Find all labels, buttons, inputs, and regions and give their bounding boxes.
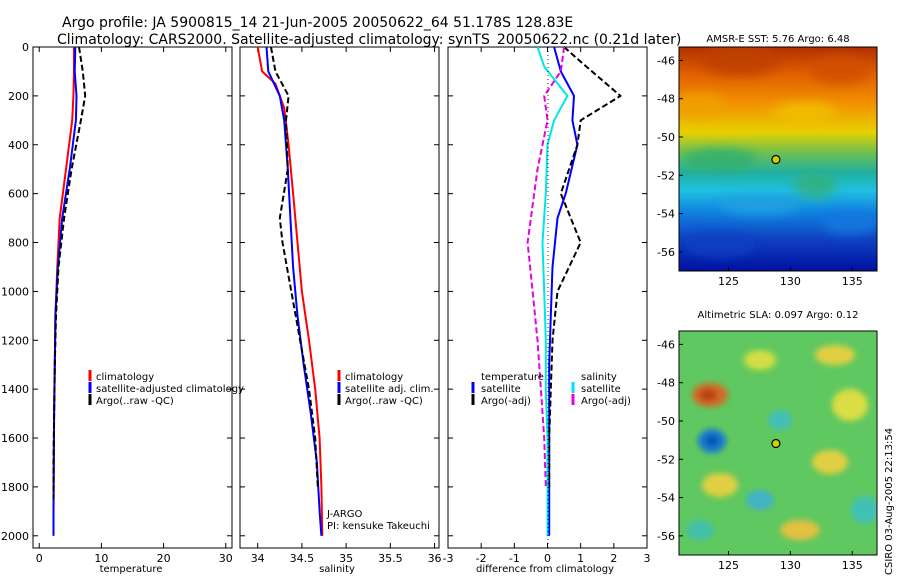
y-tick-label: 1400: [1, 383, 29, 396]
salinity-xlabel: salinity: [319, 564, 355, 575]
map-y-tick-label: -54: [657, 492, 675, 505]
y-tick-label: 200: [8, 90, 29, 103]
map-y-tick-label: -46: [657, 338, 675, 351]
map-y-tick-label: -56: [657, 246, 675, 259]
map-x-tick-label: 130: [780, 559, 801, 572]
legend-label-satellite-adjusted: satellite-adjusted climatology: [96, 384, 244, 395]
legend-label-argo: Argo(..raw -QC): [345, 396, 423, 407]
sst-map-title: AMSR-E SST: 5.76 Argo: 6.48: [706, 34, 849, 45]
y-tick-label: 1600: [1, 432, 29, 445]
series-line: [256, 46, 324, 536]
legend-temperature-header: temperature: [481, 372, 544, 383]
map-y-tick-label: -48: [657, 377, 675, 390]
y-tick-label: 400: [8, 139, 29, 152]
argo-position-marker: [771, 438, 781, 449]
x-tick-label: 30: [219, 552, 233, 565]
map-y-tick-label: -56: [657, 530, 675, 543]
map-y-tick-label: -52: [657, 169, 675, 182]
sla-map-axes: 125 130 135 -46 -48 -50 -52 -54 -56: [657, 338, 863, 572]
y-tick-label: 600: [8, 188, 29, 201]
legend-label-temp-argo: Argo(-adj): [481, 396, 531, 407]
legend-label-climatology: climatology: [345, 372, 403, 383]
pi-annotation: PI: kensuke Takeuchi: [327, 521, 430, 532]
series-line: [526, 46, 566, 487]
salinity-legend: climatology satellite adj. clim. Argo(..…: [337, 370, 434, 407]
map-y-tick-label: -54: [657, 208, 675, 221]
salinity-axes: [239, 46, 440, 549]
y-tick-label: 1200: [1, 334, 29, 347]
map-y-tick-label: -50: [657, 415, 675, 428]
x-tick-label: -3: [443, 552, 454, 565]
title-line-1: Argo profile: JA 5900815_14 21-Jun-2005 …: [62, 15, 573, 31]
salinity-panel: 34 34.5 35 35.5 36: [240, 46, 442, 565]
legend-label-argo: Argo(..raw -QC): [96, 396, 174, 407]
legend-label-sal-satellite: satellite: [581, 384, 621, 395]
x-tick-label: 0: [36, 552, 43, 565]
series-line: [265, 46, 323, 536]
difference-panel: -3 -2 -1 0 1 2 3: [443, 46, 651, 565]
x-tick-label: 2: [610, 552, 617, 565]
series-line: [548, 46, 622, 487]
x-tick-label: -1: [509, 552, 520, 565]
title-line-2: Climatology: CARS2000. Satellite-adjuste…: [57, 32, 681, 48]
sst-map-image: [679, 47, 877, 271]
series-line: [536, 46, 569, 536]
map-x-tick-label: 135: [842, 559, 863, 572]
series-line: [52, 46, 87, 500]
platform-annotation: J-ARGO: [326, 509, 363, 520]
credit-label: CSIRO 03-Aug-2005 22:13:54: [884, 428, 895, 575]
x-tick-label: 34.5: [290, 552, 315, 565]
x-tick-label: 1: [577, 552, 584, 565]
temperature-xlabel: temperature: [100, 564, 163, 575]
map-y-tick-label: -48: [657, 93, 675, 106]
legend-label-climatology: climatology: [96, 372, 154, 383]
map-x-tick-label: 130: [780, 275, 801, 288]
map-y-tick-label: -52: [657, 453, 675, 466]
difference-xlabel: difference from climatology: [476, 564, 614, 575]
x-tick-label: 10: [94, 552, 108, 565]
sst-map-axes: 125 130 135 -46 -48 -50 -52 -54 -56: [657, 54, 863, 288]
legend-label-satellite: satellite adj. clim.: [345, 384, 434, 395]
x-tick-label: 35: [339, 552, 353, 565]
y-tick-label: 1000: [1, 285, 29, 298]
x-tick-label: -2: [476, 552, 487, 565]
map-y-tick-label: -50: [657, 131, 675, 144]
map-y-tick-label: -46: [657, 54, 675, 67]
sst-map-frame: [678, 46, 878, 272]
argo-position-marker: [771, 154, 781, 165]
sla-map-title: Altimetric SLA: 0.097 Argo: 0.12: [698, 310, 859, 321]
map-x-tick-label: 135: [842, 275, 863, 288]
y-tick-label: 1800: [1, 481, 29, 494]
map-x-tick-label: 125: [718, 559, 739, 572]
temperature-legend: climatology satellite-adjusted climatolo…: [88, 370, 244, 407]
sla-map-frame: [678, 330, 878, 556]
legend-label-temp-satellite: satellite: [481, 384, 521, 395]
x-tick-label: 3: [644, 552, 651, 565]
x-tick-label: 35.5: [378, 552, 403, 565]
y-tick-label: 0: [22, 41, 29, 54]
y-tick-label: 2000: [1, 530, 29, 543]
temperature-panel: 0 10 20 30 0 200 400 600 800 1000 1200 1400 1600 1800…: [1, 41, 233, 565]
x-tick-label: 20: [157, 552, 171, 565]
temperature-axes: [32, 46, 233, 549]
y-tick-label: 800: [8, 237, 29, 250]
difference-legend: temperature satellite Argo(-adj) salinit…: [471, 372, 631, 407]
legend-salinity-header: salinity: [581, 372, 617, 383]
x-tick-label: 36: [428, 552, 442, 565]
series-line: [270, 46, 319, 487]
map-x-tick-label: 125: [718, 275, 739, 288]
legend-label-sal-argo: Argo(-adj): [581, 396, 631, 407]
x-tick-label: 0: [544, 552, 551, 565]
x-tick-label: 34: [251, 552, 265, 565]
